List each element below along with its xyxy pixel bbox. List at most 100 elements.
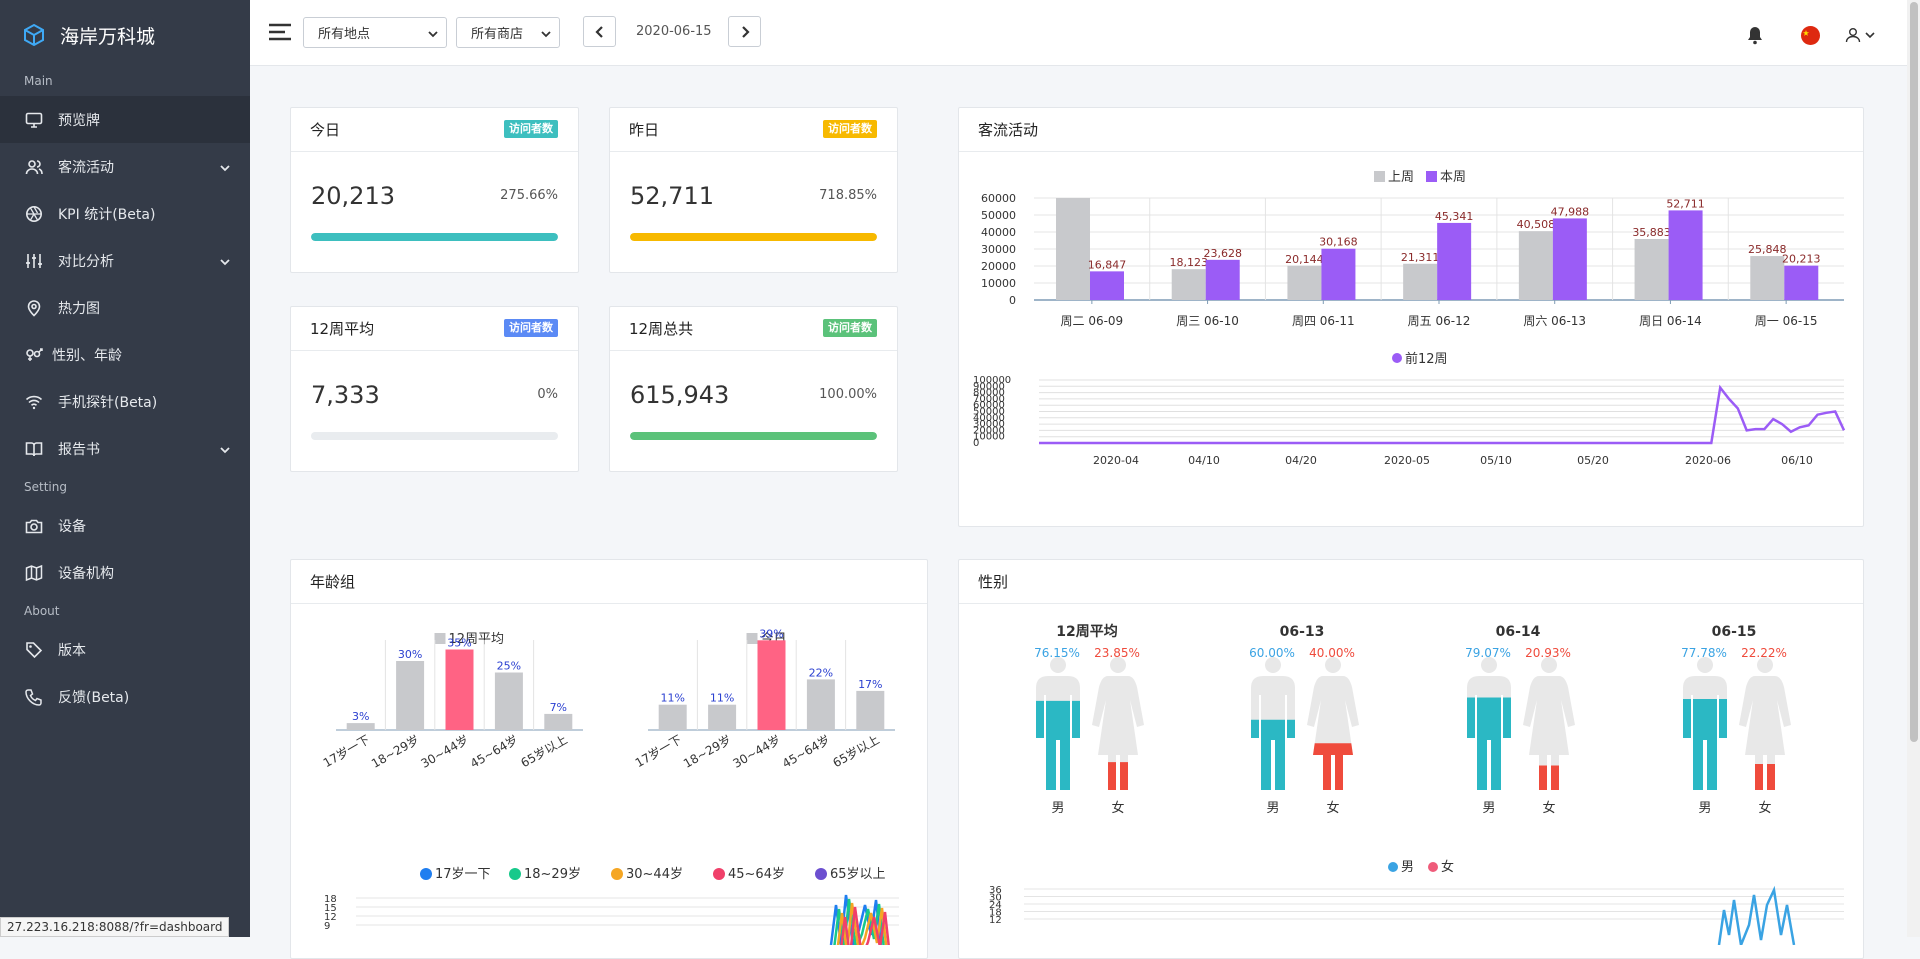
card-title: 客流活动	[978, 119, 1038, 140]
sidebar-item-label: 热力图	[58, 298, 100, 318]
x-tick-label: 2020-04	[1093, 454, 1139, 467]
bar	[856, 691, 884, 730]
bar	[495, 673, 523, 731]
y-tick-label: 50000	[981, 209, 1016, 222]
sidebar-item-kpi[interactable]: KPI 统计(Beta)	[0, 190, 250, 237]
data-label: 25%	[497, 660, 521, 673]
kpi-card-12w-avg: 12周平均访问者数 7,333 0%	[290, 306, 579, 472]
x-tick-label: 45~64岁	[467, 732, 520, 771]
sidebar-item-report[interactable]: 报告书	[0, 425, 250, 472]
female-label: 女	[1111, 800, 1124, 816]
sidebar-item-label: 反馈(Beta)	[58, 687, 129, 707]
sidebar-item-version[interactable]: 版本	[0, 626, 250, 673]
female-shape	[1307, 657, 1359, 790]
kpi-percent: 0%	[537, 387, 558, 402]
section-about: About	[0, 596, 250, 626]
x-tick-label: 17岁一下	[632, 732, 684, 771]
legend-swatch	[1374, 171, 1385, 182]
menu-toggle-icon[interactable]	[268, 23, 292, 41]
kpi-value: 52,711	[630, 182, 714, 210]
male-head	[1265, 657, 1281, 673]
kpi-progress-bar	[630, 432, 877, 440]
data-label: 20,144	[1285, 253, 1324, 266]
bar	[1437, 223, 1471, 300]
section-setting: Setting	[0, 472, 250, 502]
kpi-progress-fill	[630, 233, 877, 241]
x-tick-label: 周三 06-10	[1176, 314, 1239, 328]
bell-icon[interactable]	[1745, 25, 1765, 45]
sidebar-item-preview[interactable]: 预览牌	[0, 96, 250, 143]
data-label: 17%	[858, 678, 882, 691]
camera-icon	[24, 516, 44, 536]
scrollbar-thumb[interactable]	[1910, 2, 1918, 742]
sidebar-item-traffic[interactable]: 客流活动	[0, 143, 250, 190]
monitor-icon	[24, 110, 44, 130]
x-tick-label: 18~29岁	[681, 732, 734, 771]
bar	[1321, 249, 1355, 300]
next-date-button[interactable]	[728, 16, 761, 47]
kpi-progress-bar	[311, 432, 558, 440]
legend-label: 17岁一下	[435, 867, 491, 882]
store-select[interactable]: 所有商店	[456, 17, 560, 48]
x-tick-label: 30~44岁	[730, 732, 783, 771]
user-icon[interactable]	[1845, 27, 1861, 43]
female-figure	[1739, 657, 1791, 790]
language-flag-icon[interactable]	[1801, 26, 1820, 45]
male-figure	[1683, 657, 1727, 790]
male-head	[1481, 657, 1497, 673]
legend-swatch	[1426, 171, 1437, 182]
legend-label: 女	[1441, 859, 1454, 875]
chevron-down-icon[interactable]	[1865, 31, 1875, 39]
bar	[1172, 269, 1206, 300]
group-title: 06-13	[1280, 624, 1325, 640]
kpi-card-12w-total: 12周总共访问者数 615,943 100.00%	[609, 306, 898, 472]
x-tick-label: 04/20	[1285, 454, 1317, 467]
location-select-value: 所有地点	[318, 23, 370, 42]
sidebar-item-feedback[interactable]: 反馈(Beta)	[0, 673, 250, 720]
x-tick-label: 05/20	[1577, 454, 1609, 467]
prev-date-button[interactable]	[583, 16, 616, 47]
female-figure	[1523, 657, 1575, 790]
users-icon	[24, 157, 44, 177]
kpi-badge: 访问者数	[823, 120, 877, 138]
tag-icon	[24, 640, 44, 660]
location-select[interactable]: 所有地点	[303, 17, 447, 48]
sidebar-item-gender-age[interactable]: 性别、年龄	[0, 331, 250, 378]
page-scrollbar[interactable]	[1907, 0, 1920, 937]
legend-swatch	[509, 868, 521, 880]
sidebar-item-device-org[interactable]: 设备机构	[0, 549, 250, 596]
kpi-value: 7,333	[311, 381, 380, 409]
y-tick-label: 40000	[981, 226, 1016, 239]
x-tick-label: 18~29岁	[369, 732, 422, 771]
bar	[1519, 231, 1553, 300]
legend-label: 前12周	[1405, 351, 1448, 367]
chevron-down-icon	[220, 254, 230, 270]
brand[interactable]: 海岸万科城	[0, 0, 250, 70]
x-tick-label: 05/10	[1480, 454, 1512, 467]
data-label: 3%	[352, 710, 369, 723]
female-head	[1757, 657, 1773, 673]
x-tick-label: 周二 06-09	[1061, 314, 1124, 328]
legend-label: 18~29岁	[524, 867, 581, 882]
book-icon	[24, 439, 44, 459]
male-figure	[1467, 657, 1511, 790]
female-head	[1541, 657, 1557, 673]
female-body	[1092, 676, 1144, 790]
gender-icon	[24, 345, 44, 365]
y-tick-label: 60000	[981, 192, 1016, 205]
bar	[544, 714, 572, 730]
sliders-icon	[24, 251, 44, 271]
legend-swatch	[747, 633, 758, 644]
y-tick-label: 10000	[981, 277, 1016, 290]
female-body	[1523, 676, 1575, 790]
sidebar-item-label: 对比分析	[58, 251, 114, 271]
sidebar-item-device[interactable]: 设备	[0, 502, 250, 549]
sidebar-item-probe[interactable]: 手机探针(Beta)	[0, 378, 250, 425]
x-tick-label: 06/10	[1781, 454, 1813, 467]
data-label: 47,988	[1551, 205, 1590, 218]
sidebar-item-compare[interactable]: 对比分析	[0, 237, 250, 284]
y-tick-label: 0	[1009, 294, 1016, 307]
sidebar-item-heatmap[interactable]: 热力图	[0, 284, 250, 331]
